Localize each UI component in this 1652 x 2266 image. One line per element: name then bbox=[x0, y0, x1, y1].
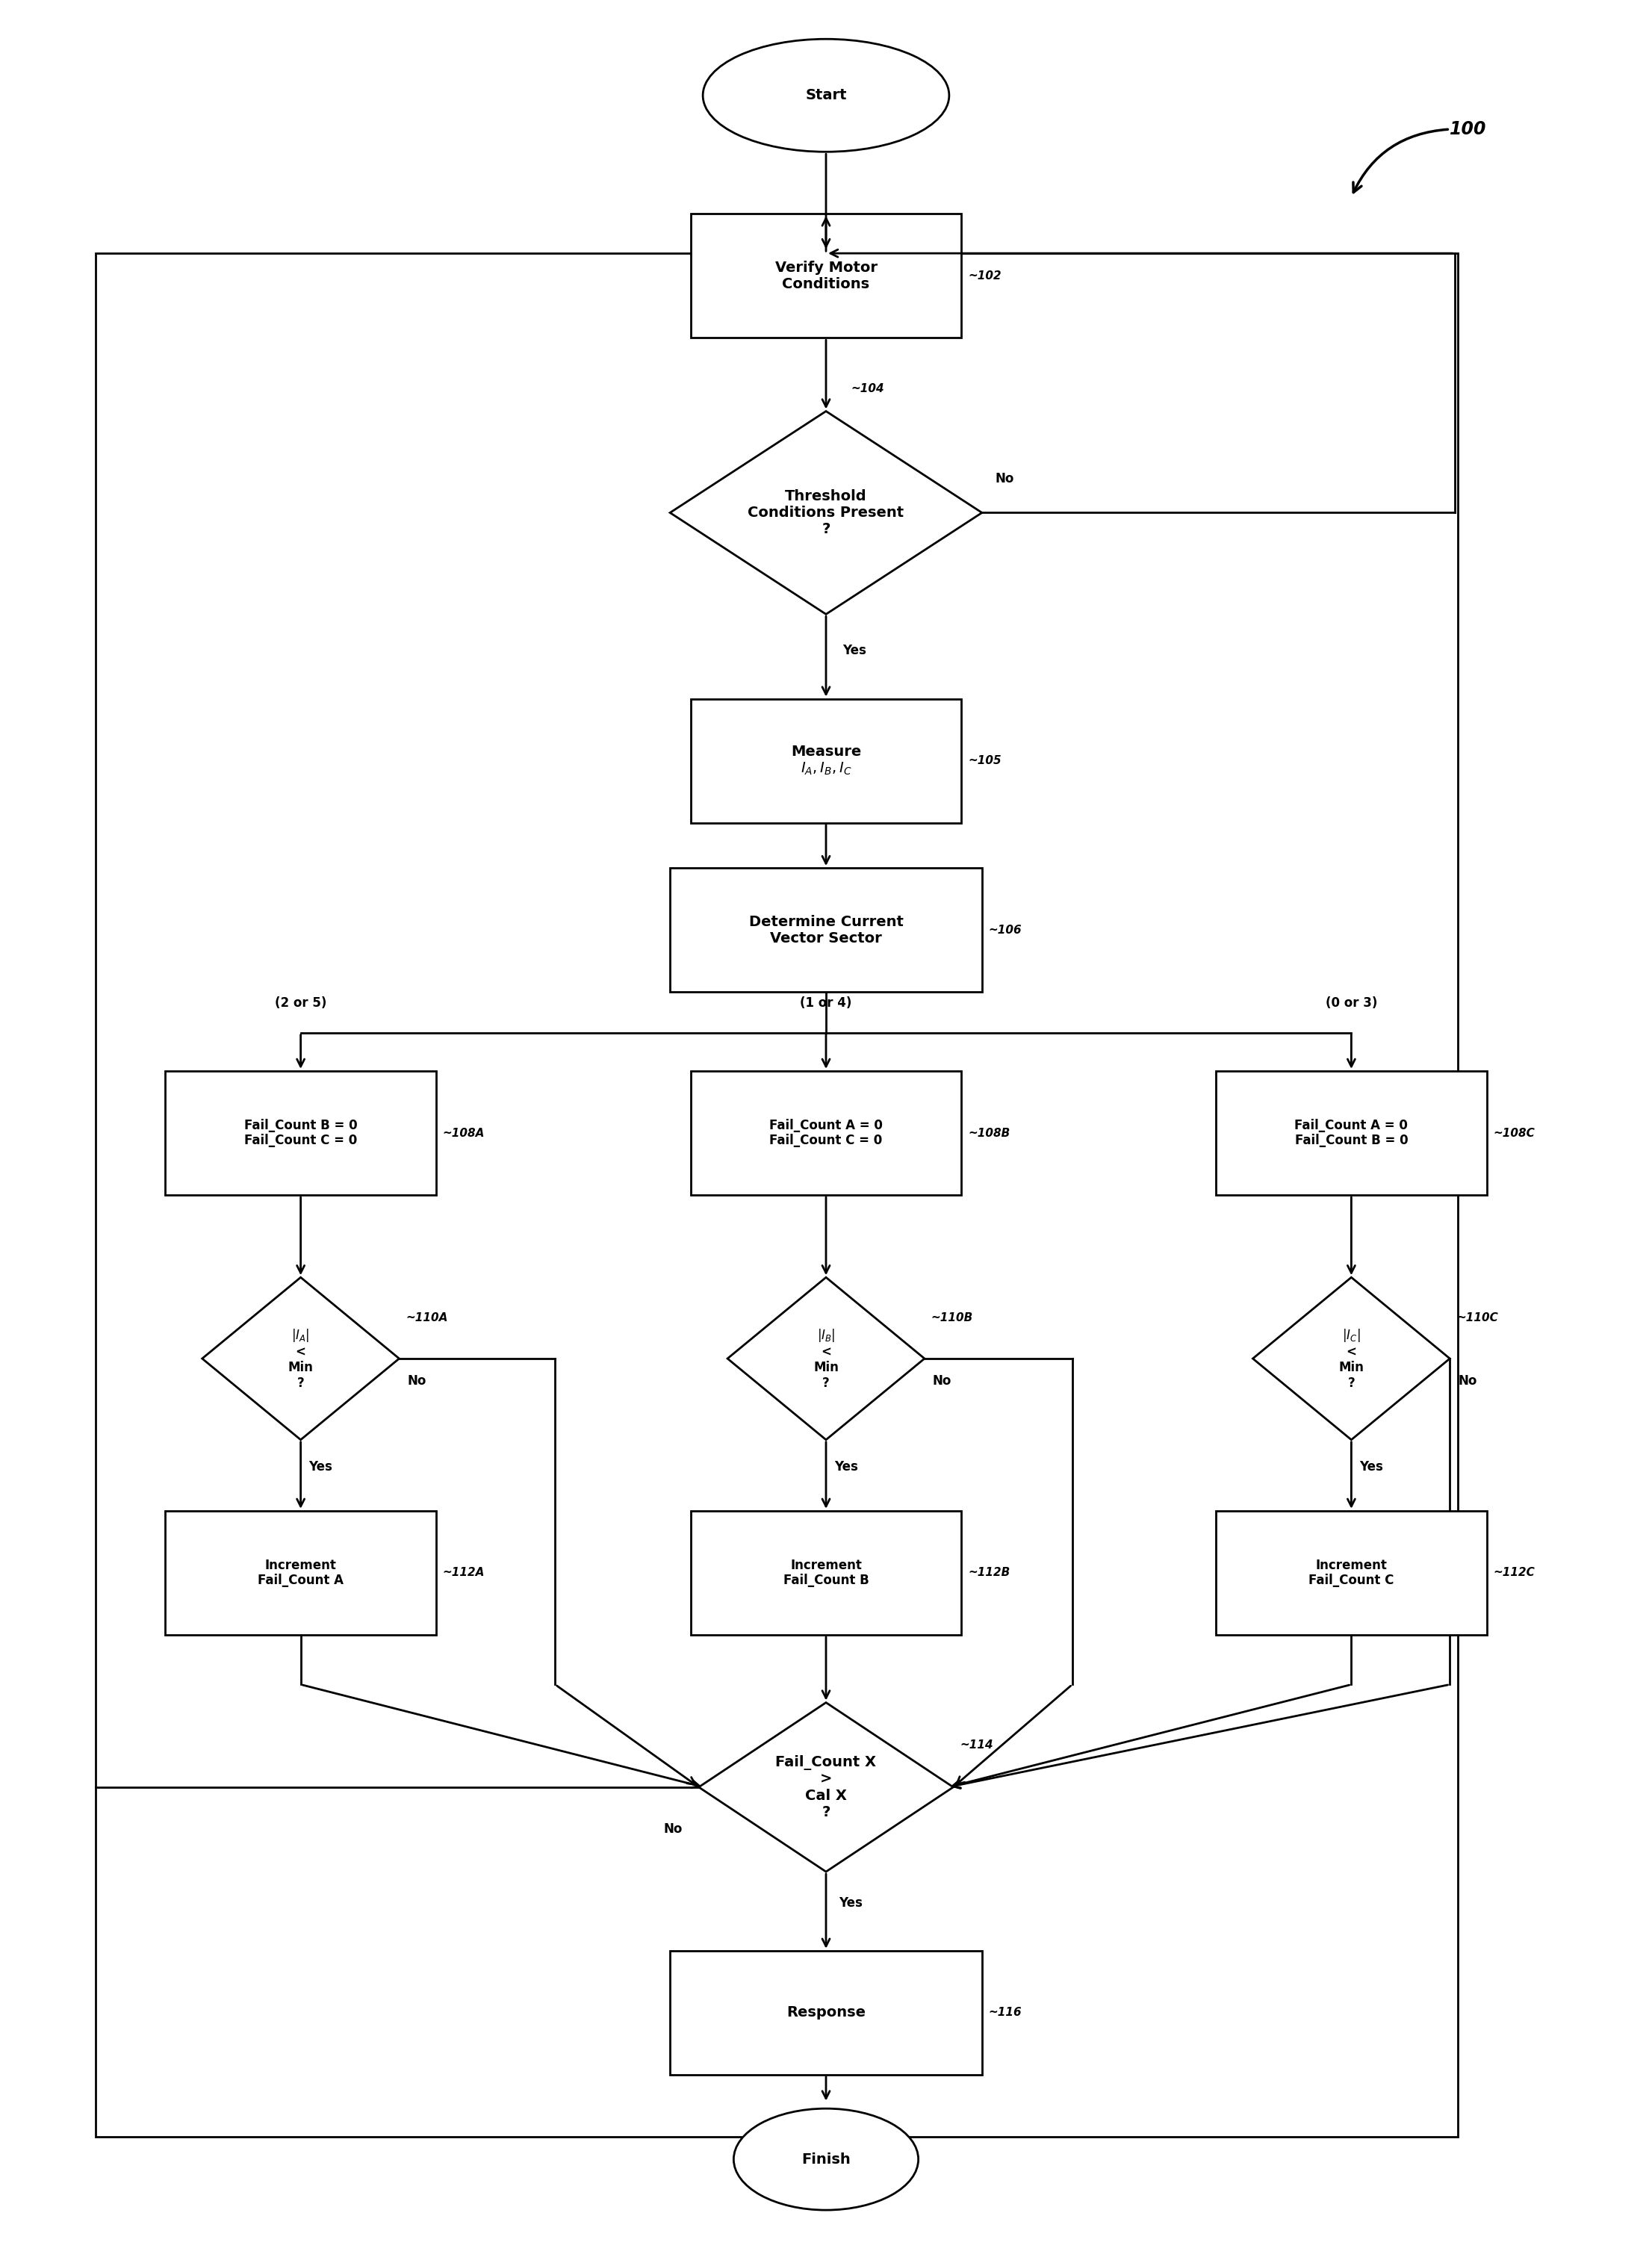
Text: ~105: ~105 bbox=[968, 755, 1001, 766]
FancyBboxPatch shape bbox=[671, 868, 981, 993]
Text: Increment
Fail_Count B: Increment Fail_Count B bbox=[783, 1559, 869, 1588]
Ellipse shape bbox=[702, 39, 950, 152]
Text: ~106: ~106 bbox=[988, 925, 1023, 936]
Text: Yes: Yes bbox=[834, 1459, 857, 1473]
Text: No: No bbox=[995, 471, 1014, 485]
FancyBboxPatch shape bbox=[165, 1511, 436, 1634]
Text: Fail_Count A = 0
Fail_Count C = 0: Fail_Count A = 0 Fail_Count C = 0 bbox=[770, 1119, 882, 1147]
Text: Yes: Yes bbox=[839, 1897, 862, 1910]
Text: ~102: ~102 bbox=[968, 270, 1001, 281]
Text: Fail_Count A = 0
Fail_Count B = 0: Fail_Count A = 0 Fail_Count B = 0 bbox=[1295, 1119, 1408, 1147]
Text: ~104: ~104 bbox=[851, 383, 884, 394]
Text: $|I_A|$
<
Min
?: $|I_A|$ < Min ? bbox=[287, 1328, 314, 1389]
Polygon shape bbox=[202, 1278, 400, 1439]
Text: Increment
Fail_Count A: Increment Fail_Count A bbox=[258, 1559, 344, 1588]
Text: (0 or 3): (0 or 3) bbox=[1325, 997, 1378, 1011]
Text: Increment
Fail_Count C: Increment Fail_Count C bbox=[1308, 1559, 1394, 1588]
Ellipse shape bbox=[733, 2110, 919, 2209]
Text: ~112C: ~112C bbox=[1493, 1568, 1535, 1579]
Text: ~108A: ~108A bbox=[443, 1128, 484, 1138]
Text: (2 or 5): (2 or 5) bbox=[274, 997, 327, 1011]
Text: ~108C: ~108C bbox=[1493, 1128, 1535, 1138]
FancyBboxPatch shape bbox=[1216, 1072, 1487, 1194]
Text: 100: 100 bbox=[1450, 120, 1487, 138]
Polygon shape bbox=[671, 410, 981, 614]
Text: Response: Response bbox=[786, 2005, 866, 2019]
Text: ~110A: ~110A bbox=[406, 1312, 448, 1323]
Text: Fail_Count B = 0
Fail_Count C = 0: Fail_Count B = 0 Fail_Count C = 0 bbox=[244, 1119, 357, 1147]
FancyBboxPatch shape bbox=[691, 698, 961, 823]
FancyBboxPatch shape bbox=[671, 1951, 981, 2076]
Text: ~114: ~114 bbox=[960, 1740, 993, 1749]
Text: No: No bbox=[664, 1822, 682, 1835]
Text: ~116: ~116 bbox=[988, 2008, 1023, 2019]
Text: ~108B: ~108B bbox=[968, 1128, 1009, 1138]
Text: Yes: Yes bbox=[309, 1459, 332, 1473]
FancyBboxPatch shape bbox=[691, 1511, 961, 1634]
Text: ~110C: ~110C bbox=[1457, 1312, 1498, 1323]
Text: Start: Start bbox=[805, 88, 847, 102]
Text: No: No bbox=[933, 1375, 952, 1387]
FancyBboxPatch shape bbox=[691, 1072, 961, 1194]
Text: Verify Motor
Conditions: Verify Motor Conditions bbox=[775, 261, 877, 290]
Text: ~112B: ~112B bbox=[968, 1568, 1009, 1579]
Text: (1 or 4): (1 or 4) bbox=[800, 997, 852, 1011]
Text: ~110B: ~110B bbox=[932, 1312, 973, 1323]
Polygon shape bbox=[699, 1702, 953, 1872]
Text: ~112A: ~112A bbox=[443, 1568, 484, 1579]
FancyBboxPatch shape bbox=[1216, 1511, 1487, 1634]
Text: Yes: Yes bbox=[843, 644, 866, 657]
Text: $|I_C|$
<
Min
?: $|I_C|$ < Min ? bbox=[1338, 1328, 1365, 1389]
Text: $|I_B|$
<
Min
?: $|I_B|$ < Min ? bbox=[813, 1328, 839, 1389]
Text: Measure
$I_A,I_B,I_C$: Measure $I_A,I_B,I_C$ bbox=[791, 746, 861, 777]
FancyBboxPatch shape bbox=[165, 1072, 436, 1194]
Text: Threshold
Conditions Present
?: Threshold Conditions Present ? bbox=[748, 489, 904, 537]
Text: Determine Current
Vector Sector: Determine Current Vector Sector bbox=[748, 915, 904, 945]
Text: No: No bbox=[1459, 1375, 1477, 1387]
Text: No: No bbox=[408, 1375, 426, 1387]
Text: Finish: Finish bbox=[801, 2153, 851, 2166]
Polygon shape bbox=[727, 1278, 925, 1439]
Text: Fail_Count X
>
Cal X
?: Fail_Count X > Cal X ? bbox=[775, 1754, 877, 1820]
Polygon shape bbox=[1252, 1278, 1450, 1439]
FancyBboxPatch shape bbox=[691, 213, 961, 338]
Text: Yes: Yes bbox=[1360, 1459, 1383, 1473]
